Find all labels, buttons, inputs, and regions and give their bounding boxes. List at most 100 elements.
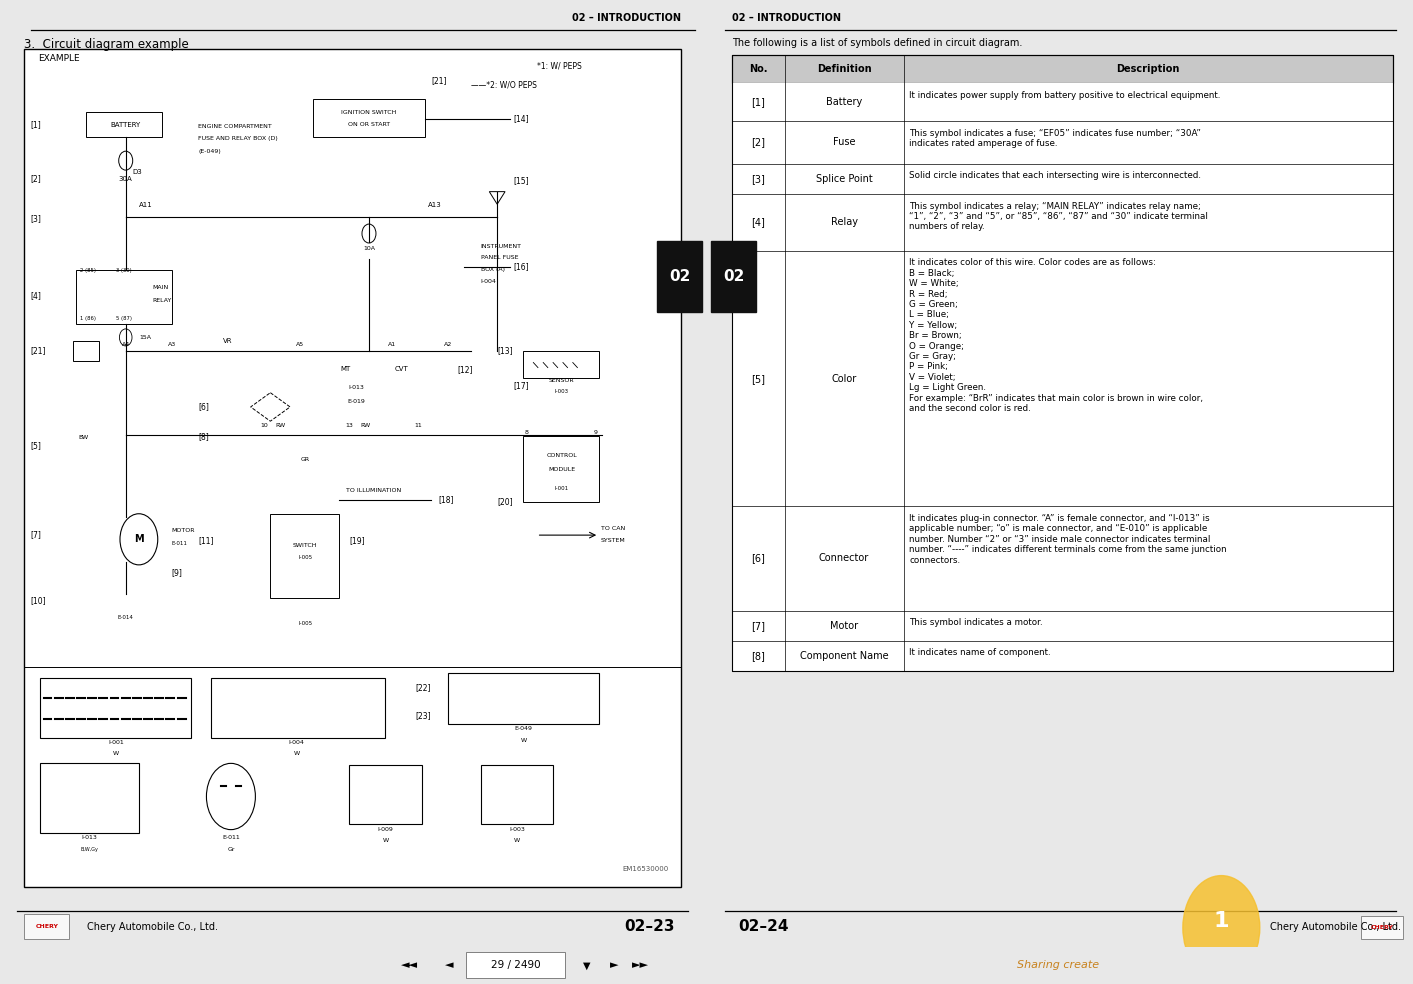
Text: It indicates plug-in connector. “A” is female connector, and “I-013” is
applicab: It indicates plug-in connector. “A” is f… [909, 514, 1226, 565]
Text: ◄◄: ◄◄ [401, 960, 418, 970]
Text: CVT: CVT [396, 366, 408, 372]
Text: This symbol indicates a relay; “MAIN RELAY” indicates relay name;
“1”, “2”, “3” : This symbol indicates a relay; “MAIN REL… [909, 202, 1208, 231]
Text: [12]: [12] [458, 365, 473, 374]
Bar [732, 251, 1393, 507]
Text: W: W [514, 838, 520, 843]
Text: *1: W/ PEPS: *1: W/ PEPS [537, 62, 581, 71]
Text: Battery: Battery [827, 97, 862, 107]
Text: Sharing create: Sharing create [1017, 960, 1099, 970]
Text: CONTROL: CONTROL [547, 453, 577, 458]
Text: E-019: E-019 [348, 399, 365, 403]
Text: [16]: [16] [513, 263, 530, 272]
Bar [40, 763, 138, 832]
Text: A5: A5 [295, 341, 304, 346]
Text: ON OR START: ON OR START [348, 122, 390, 127]
Text: A1: A1 [389, 341, 396, 346]
Text: Chery Automobile Co., Ltd.: Chery Automobile Co., Ltd. [1270, 922, 1402, 932]
Text: 02 – INTRODUCTION: 02 – INTRODUCTION [572, 13, 681, 23]
Text: ►►: ►► [632, 960, 649, 970]
Bar [86, 112, 162, 137]
Bar [349, 766, 421, 825]
Text: It indicates power supply from battery positive to electrical equipment.: It indicates power supply from battery p… [909, 91, 1221, 99]
Text: [10]: [10] [31, 596, 47, 605]
Bar [732, 507, 1393, 610]
Text: E-049: E-049 [514, 726, 533, 731]
Text: I-003: I-003 [554, 389, 568, 394]
Text: [22]: [22] [415, 683, 431, 692]
Text: MODULE: MODULE [548, 467, 575, 472]
Text: E-011: E-011 [222, 835, 240, 840]
Text: [8]: [8] [198, 433, 209, 442]
Text: Relay: Relay [831, 217, 858, 227]
Text: This symbol indicates a motor.: This symbol indicates a motor. [909, 618, 1043, 627]
Text: 2 (85): 2 (85) [79, 268, 96, 273]
Text: [7]: [7] [752, 621, 766, 631]
Text: W: W [113, 751, 119, 757]
Text: Solid circle indicates that each intersecting wire is interconnected.: Solid circle indicates that each interse… [909, 171, 1201, 180]
Text: [8]: [8] [752, 651, 764, 661]
Bar [480, 766, 552, 825]
Text: [3]: [3] [31, 214, 41, 223]
Text: 02–24: 02–24 [739, 919, 790, 934]
Text: Definition: Definition [817, 64, 872, 74]
Bar [448, 673, 599, 723]
Text: I-013: I-013 [348, 385, 363, 391]
Bar [1361, 916, 1403, 939]
Text: Motor: Motor [829, 621, 858, 631]
Text: RW: RW [360, 423, 370, 428]
Text: [17]: [17] [513, 382, 530, 391]
Text: [13]: [13] [497, 346, 513, 355]
Text: 8: 8 [524, 430, 528, 435]
Text: The following is a list of symbols defined in circuit diagram.: The following is a list of symbols defin… [732, 37, 1022, 48]
Text: BW: BW [78, 435, 88, 440]
Text: BOX (A): BOX (A) [480, 267, 504, 272]
Text: W: W [520, 738, 527, 743]
Text: I-004: I-004 [480, 278, 496, 283]
Text: I-005: I-005 [298, 621, 312, 626]
Text: It indicates color of this wire. Color codes are as follows:
B = Black;
W = Whit: It indicates color of this wire. Color c… [909, 259, 1202, 413]
Text: BATTERY: BATTERY [110, 122, 141, 128]
Text: I-001: I-001 [107, 740, 124, 745]
Bar [76, 271, 172, 324]
Text: SYSTEM: SYSTEM [601, 538, 626, 543]
Text: [21]: [21] [431, 76, 447, 85]
Text: D3: D3 [133, 169, 143, 175]
Bar [24, 49, 681, 887]
Text: A4: A4 [122, 341, 130, 346]
Text: 9: 9 [593, 430, 598, 435]
Text: TO CAN: TO CAN [601, 525, 626, 531]
Text: [4]: [4] [31, 291, 41, 300]
Bar [732, 121, 1393, 163]
Text: E-014: E-014 [117, 615, 134, 620]
Text: 5 (87): 5 (87) [116, 317, 131, 322]
Text: IGNITION SWITCH: IGNITION SWITCH [342, 109, 397, 114]
Text: RELAY: RELAY [153, 298, 171, 303]
Text: ◄: ◄ [445, 960, 454, 970]
Text: I-005: I-005 [298, 555, 312, 560]
Bar [732, 163, 1393, 194]
Bar [711, 241, 756, 312]
Text: [2]: [2] [752, 138, 766, 148]
Text: GR: GR [301, 458, 309, 462]
Bar [270, 515, 339, 598]
Text: ——*2: W/O PEPS: ——*2: W/O PEPS [471, 81, 537, 90]
Bar [73, 340, 99, 361]
Bar [40, 678, 192, 738]
Text: A3: A3 [168, 341, 175, 346]
Text: [6]: [6] [752, 553, 764, 564]
Text: [9]: [9] [172, 569, 182, 578]
Text: [14]: [14] [513, 114, 530, 123]
Text: B,W,Gy: B,W,Gy [81, 847, 99, 852]
Text: 02: 02 [723, 270, 745, 284]
Text: ▼: ▼ [582, 960, 591, 970]
Text: INSTRUMENT: INSTRUMENT [480, 244, 521, 249]
Text: Splice Point: Splice Point [815, 174, 872, 184]
Text: 11: 11 [414, 423, 422, 428]
Text: I-003: I-003 [509, 827, 524, 831]
Text: Gr: Gr [227, 847, 235, 852]
Text: Chery Automobile Co., Ltd.: Chery Automobile Co., Ltd. [86, 922, 218, 932]
Text: 1 (86): 1 (86) [79, 317, 96, 322]
Text: ENGINE COMPARTMENT: ENGINE COMPARTMENT [198, 124, 271, 129]
Text: CHERY: CHERY [1371, 925, 1393, 930]
Bar [732, 641, 1393, 671]
